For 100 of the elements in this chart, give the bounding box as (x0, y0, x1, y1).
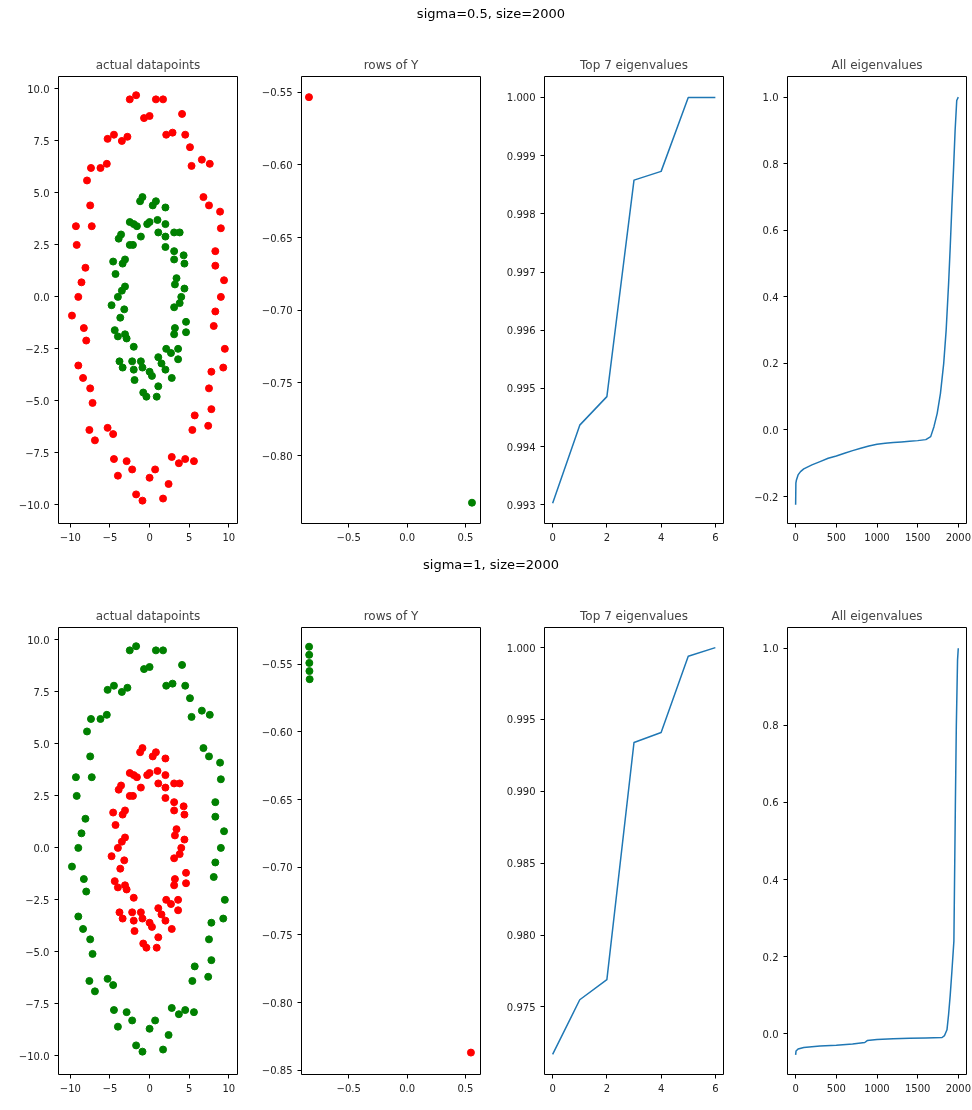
x-tick-label: 5 (186, 531, 193, 543)
y-tick-label: 1.000 (506, 92, 536, 104)
x-tick-label: 5 (186, 1082, 193, 1094)
y-tick-label: −0.60 (261, 726, 293, 738)
x-tick-label: 500 (826, 531, 846, 543)
x-tick-label: 2000 (945, 1082, 972, 1094)
y-tick-label: 1.0 (762, 92, 779, 104)
point (305, 650, 314, 659)
y-tick-label: −7.5 (25, 998, 50, 1010)
chart-title: Top 7 eigenvalues (579, 57, 688, 72)
point (305, 658, 314, 667)
x-tick-label: 1000 (864, 531, 890, 543)
y-tick-label: 0.0 (33, 842, 50, 854)
y-tick-label: 0.0 (33, 291, 50, 303)
y-tick-label: −0.75 (261, 929, 293, 941)
y-tick-label: 0.980 (506, 930, 536, 942)
x-tick-label: 2 (603, 531, 611, 543)
y-tick-label: 0.6 (762, 797, 779, 809)
x-tick-label: 2000 (945, 531, 972, 543)
y-tick-label: −0.80 (261, 450, 293, 462)
y-tick-label: −0.70 (261, 862, 293, 874)
y-tick-label: 0.2 (762, 951, 779, 963)
y-tick-label: −10.0 (18, 499, 50, 511)
y-tick-label: 7.5 (33, 135, 50, 147)
x-tick-label: 1000 (864, 1082, 890, 1094)
x-tick-label: 0.5 (457, 1082, 474, 1094)
y-tick-label: 0.6 (762, 225, 779, 237)
y-tick-label: −7.5 (25, 447, 50, 459)
x-tick-label: 4 (657, 1082, 665, 1094)
y-tick-label: 0.0 (762, 424, 779, 436)
line-series (794, 96, 960, 506)
x-tick-label: 6 (712, 1082, 719, 1094)
x-tick-label: 0.0 (399, 1082, 416, 1094)
chart-title: All eigenvalues (831, 57, 923, 72)
y-tick-label: 0.985 (506, 858, 536, 870)
x-tick-label: −10 (59, 1082, 81, 1094)
y-tick-label: 2.5 (33, 239, 50, 251)
y-tick-label: −0.65 (261, 232, 293, 244)
x-tick-label: 500 (826, 1082, 846, 1094)
chart-title: rows of Y (363, 57, 419, 72)
chart-title: All eigenvalues (831, 608, 923, 623)
y-tick-label: 2.5 (33, 790, 50, 802)
text: sigma=0.5, size=2000 (416, 5, 566, 23)
line-series (794, 647, 960, 1056)
y-tick-label: 10.0 (27, 634, 50, 646)
chart-title: rows of Y (363, 608, 419, 623)
y-tick-label: 1.000 (506, 642, 536, 654)
y-tick-label: 0.999 (506, 150, 536, 162)
y-tick-label: 0.8 (762, 720, 779, 732)
y-tick-label: −0.60 (261, 159, 293, 171)
x-tick-label: 1500 (904, 531, 931, 543)
x-tick-label: −5 (102, 1082, 118, 1094)
line-series (551, 96, 717, 504)
x-tick-label: 0 (549, 531, 556, 543)
y-tick-label: 0.997 (506, 267, 536, 279)
y-tick-label: −0.65 (261, 794, 293, 806)
y-tick-label: 0.994 (506, 441, 536, 453)
y-tick-label: 1.0 (762, 643, 779, 655)
x-tick-label: −10 (59, 531, 81, 543)
y-tick-label: −5.0 (25, 946, 50, 958)
x-tick-label: 0 (792, 531, 799, 543)
y-tick-label: −0.80 (261, 997, 293, 1009)
y-tick-label: 7.5 (33, 686, 50, 698)
y-tick-label: 0.8 (762, 158, 779, 170)
y-tick-label: 0.2 (762, 358, 779, 370)
y-tick-label: −0.70 (261, 305, 293, 317)
y-tick-label: 0.995 (506, 714, 536, 726)
x-tick-label: 1500 (904, 1082, 931, 1094)
chart-title: actual datapoints (95, 608, 201, 623)
text: sigma=1, size=2000 (423, 556, 559, 574)
y-tick-label: −0.75 (261, 377, 293, 389)
x-tick-label: −0.5 (336, 1082, 361, 1094)
y-tick-label: −0.55 (261, 659, 293, 671)
x-tick-label: 0.5 (457, 531, 474, 543)
point (305, 675, 314, 684)
chart-title: Top 7 eigenvalues (579, 608, 688, 623)
x-tick-label: 10 (222, 531, 236, 543)
y-tick-label: −0.2 (754, 491, 779, 503)
y-tick-label: 5.0 (33, 187, 50, 199)
y-tick-label: −10.0 (18, 1050, 50, 1062)
chart-title: actual datapoints (95, 57, 201, 72)
y-tick-label: −0.85 (261, 1065, 293, 1077)
x-tick-label: 4 (657, 531, 665, 543)
line-series (551, 646, 717, 1056)
point (305, 667, 314, 676)
x-tick-label: 0.0 (399, 531, 416, 543)
y-tick-label: 0.993 (506, 499, 536, 511)
y-tick-label: 0.990 (506, 786, 536, 798)
x-tick-label: 0 (549, 1082, 556, 1094)
y-tick-label: 0.4 (762, 291, 779, 303)
y-tick-label: −2.5 (25, 343, 50, 355)
x-tick-label: 0 (792, 1082, 799, 1094)
y-tick-label: 0.4 (762, 874, 779, 886)
y-tick-label: 10.0 (27, 83, 50, 95)
y-tick-label: −0.55 (261, 87, 293, 99)
y-tick-label: 0.996 (506, 325, 536, 337)
x-tick-label: −0.5 (336, 531, 361, 543)
y-tick-label: −5.0 (25, 395, 50, 407)
x-tick-label: 0 (146, 1082, 153, 1094)
point (466, 1048, 475, 1057)
